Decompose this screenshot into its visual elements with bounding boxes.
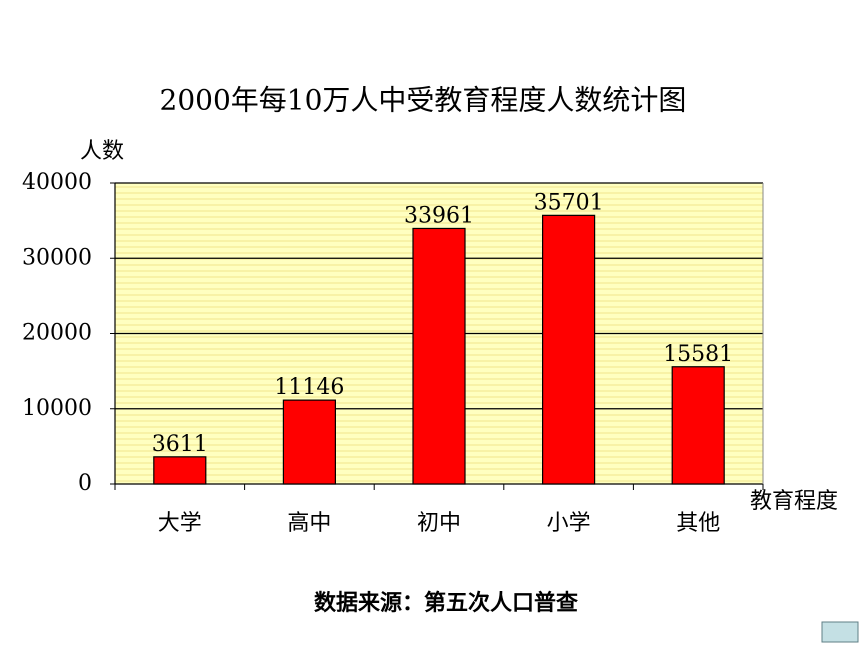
nav-button[interactable] bbox=[821, 621, 859, 643]
x-axis-label: 教育程度 bbox=[750, 489, 838, 514]
y-axis-label: 人数 bbox=[80, 139, 124, 164]
x-tick-label: 大学 bbox=[158, 511, 202, 536]
bar bbox=[282, 399, 336, 485]
data-label: 15581 bbox=[663, 342, 733, 367]
bar bbox=[412, 227, 466, 485]
y-tick-label: 30000 bbox=[22, 245, 92, 270]
source-note: 数据来源：第五次人口普查 bbox=[314, 590, 578, 616]
data-label: 35701 bbox=[534, 190, 604, 215]
chart-title: 2000年每10万人中受教育程度人数统计图 bbox=[160, 84, 687, 117]
data-label: 11146 bbox=[274, 375, 344, 400]
data-label: 33961 bbox=[404, 203, 474, 228]
y-tick-label: 0 bbox=[78, 471, 92, 496]
bar bbox=[671, 366, 725, 485]
x-tick-label: 初中 bbox=[417, 511, 461, 536]
x-tick-label: 高中 bbox=[287, 511, 331, 536]
y-tick-label: 20000 bbox=[22, 321, 92, 346]
x-tick-label: 小学 bbox=[547, 511, 591, 536]
y-tick-label: 10000 bbox=[22, 396, 92, 421]
bar bbox=[541, 214, 596, 485]
y-tick-label: 40000 bbox=[22, 170, 92, 195]
bar bbox=[153, 456, 207, 485]
x-tick-label: 其他 bbox=[676, 511, 720, 536]
data-label: 3611 bbox=[152, 432, 208, 457]
